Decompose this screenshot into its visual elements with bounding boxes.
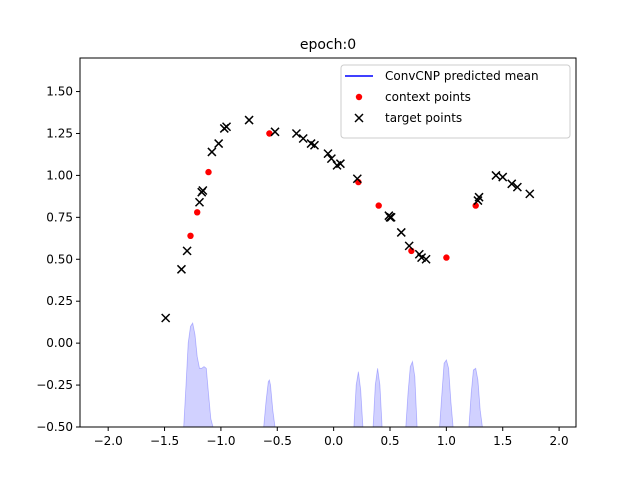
x-tick-label: 1.0 [437, 434, 456, 448]
plot-body [161, 115, 535, 427]
y-tick-label: 0.75 [46, 210, 73, 224]
y-tick-label: 1.50 [46, 85, 73, 99]
target-point [498, 172, 508, 182]
target-point [396, 227, 406, 237]
target-point [222, 122, 232, 132]
x-tick-label: −0.5 [263, 434, 292, 448]
x-tick-label: −2.0 [94, 434, 123, 448]
legend: ConvCNP predicted mean context points targ… [340, 64, 571, 139]
target-point [386, 212, 396, 222]
target-point [507, 179, 517, 189]
y-tick-label: 1.00 [46, 168, 73, 182]
plot-area [161, 115, 535, 427]
target-point [182, 246, 192, 256]
target-point [198, 185, 208, 196]
target-point [298, 133, 308, 144]
y-tick-label: 1.25 [46, 126, 73, 140]
target-point [194, 197, 205, 207]
legend-label: target points [385, 111, 462, 125]
y-tick-label: −0.25 [36, 378, 73, 392]
legend-box [340, 64, 571, 139]
legend-x-marker [354, 113, 364, 123]
target-point [421, 254, 431, 264]
target-point [161, 313, 171, 323]
context-point [205, 168, 212, 176]
target-point [525, 189, 535, 199]
uncertainty-band [183, 321, 483, 427]
y-tick-label: 0.25 [46, 294, 73, 308]
axes: −2.0 −1.5 −1.0 −0.5 0.0 0.5 1.0 1.5 2.0 −0.50 −0.2… [36, 57, 577, 448]
target-point [326, 154, 336, 164]
legend-label: ConvCNP predicted mean [385, 69, 539, 83]
x-tick-label: 0.5 [380, 434, 399, 448]
target-point [176, 264, 186, 274]
y-tick-label: 0.50 [46, 252, 73, 266]
target-point [512, 182, 522, 192]
context-point [375, 202, 382, 209]
x-tick-label: −1.5 [150, 434, 179, 448]
context-point [187, 232, 194, 239]
y-tick-label: 0.00 [46, 336, 73, 350]
target-point [244, 115, 254, 125]
target-point [309, 140, 320, 150]
target-point [207, 147, 217, 157]
target-point [352, 174, 362, 184]
target-point [385, 212, 395, 222]
x-tick-label: 2.0 [550, 434, 569, 448]
target-point [323, 149, 333, 159]
context-point [443, 254, 450, 261]
target-point [404, 241, 414, 251]
legend-dot-marker [355, 93, 363, 101]
x-tick-label: 1.5 [493, 434, 512, 448]
legend-label: context points [385, 90, 471, 104]
context-point [194, 209, 201, 216]
x-tick-label: 0.0 [324, 434, 343, 448]
x-tick-label: −1.0 [206, 434, 235, 448]
y-tick-label: −0.50 [36, 420, 73, 434]
target-point [491, 170, 501, 180]
target-point [214, 139, 224, 149]
target-point [474, 192, 484, 202]
target-point [270, 127, 280, 137]
target-point [335, 159, 345, 169]
target-point [291, 128, 301, 139]
chart-title: epoch:0 [300, 37, 356, 53]
axes-frame [79, 57, 577, 428]
